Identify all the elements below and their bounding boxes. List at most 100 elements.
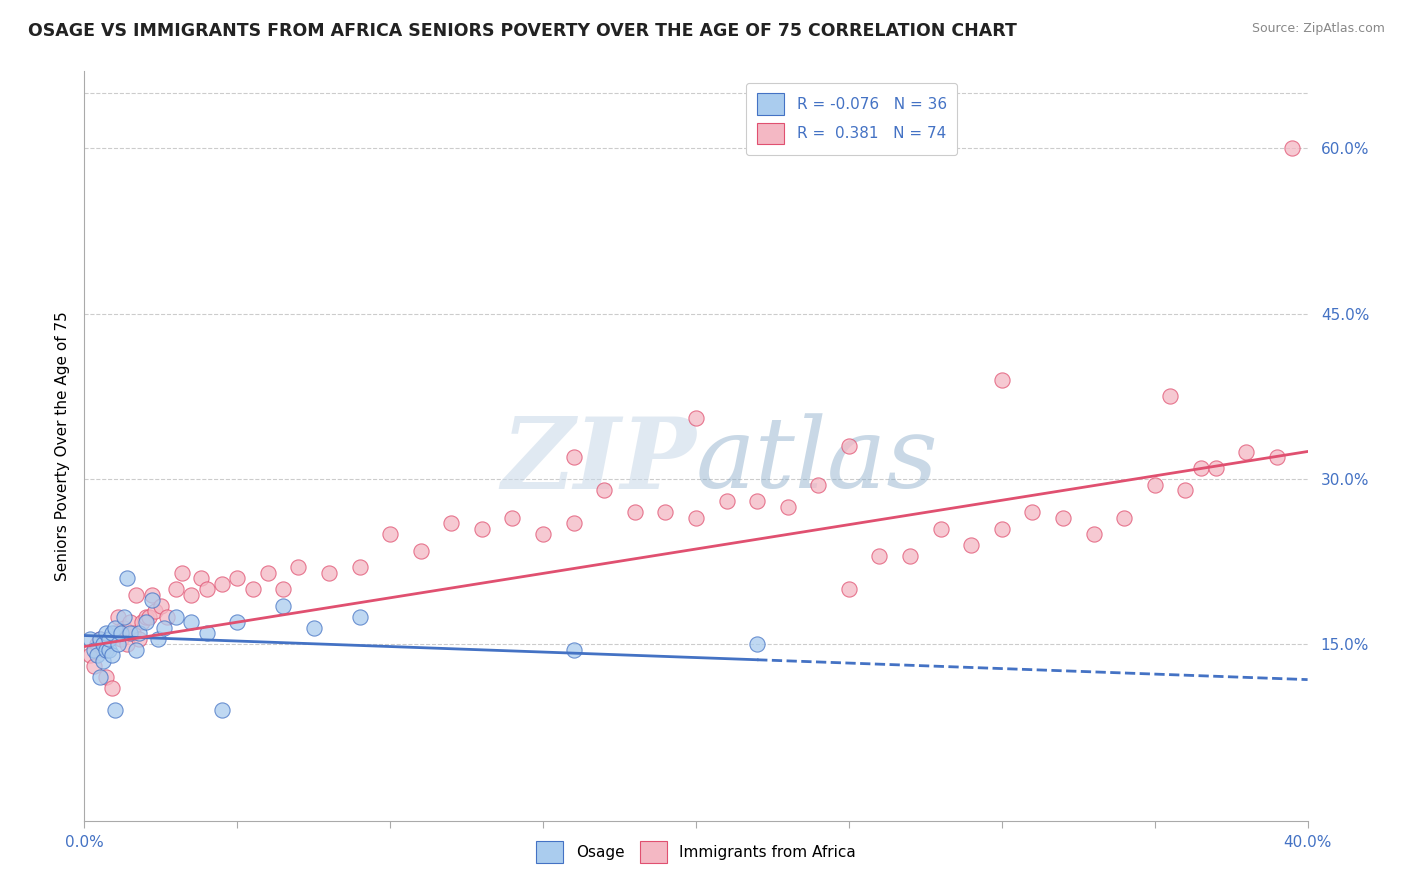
Point [135, 615, 157, 630]
Point [97, 643, 120, 657]
Point [120, 626, 142, 640]
Point [101, 648, 124, 663]
Point [97, 632, 120, 646]
Point [180, 615, 202, 630]
Point [97, 632, 120, 646]
Text: Source: ZipAtlas.com: Source: ZipAtlas.com [1251, 22, 1385, 36]
Point [195, 626, 218, 640]
Point [716, 494, 738, 508]
Point [141, 588, 163, 602]
Point [125, 588, 148, 602]
Point [349, 609, 371, 624]
Point [807, 477, 830, 491]
Point [1205, 461, 1227, 475]
Point [838, 439, 860, 453]
Point [287, 560, 309, 574]
Point [91, 654, 114, 668]
Point [91, 637, 114, 651]
Point [562, 516, 585, 530]
Point [165, 582, 187, 597]
Point [128, 632, 150, 646]
Point [104, 703, 127, 717]
Point [195, 582, 218, 597]
Point [83, 659, 105, 673]
Point [131, 615, 153, 630]
Legend: Osage, Immigrants from Africa: Osage, Immigrants from Africa [530, 835, 862, 869]
Point [153, 621, 176, 635]
Point [502, 510, 524, 524]
Point [242, 582, 264, 597]
Point [1021, 505, 1043, 519]
Point [104, 621, 127, 635]
Point [110, 632, 132, 646]
Point [226, 615, 249, 630]
Point [156, 609, 179, 624]
Point [135, 609, 157, 624]
Point [1281, 141, 1303, 155]
Point [380, 527, 402, 541]
Point [531, 527, 554, 541]
Point [1174, 483, 1197, 497]
Point [776, 500, 799, 514]
Point [86, 637, 108, 651]
Point [104, 626, 127, 640]
Point [94, 670, 117, 684]
Point [991, 373, 1014, 387]
Point [1236, 444, 1258, 458]
Point [991, 522, 1014, 536]
Point [838, 582, 860, 597]
Point [125, 643, 148, 657]
Point [172, 566, 194, 580]
Point [79, 632, 101, 646]
Point [929, 522, 952, 536]
Point [112, 621, 135, 635]
Point [685, 411, 707, 425]
Point [960, 538, 983, 552]
Y-axis label: Seniors Poverty Over the Age of 75: Seniors Poverty Over the Age of 75 [55, 311, 70, 581]
Point [257, 566, 280, 580]
Point [149, 599, 172, 613]
Point [654, 505, 676, 519]
Point [1114, 510, 1136, 524]
Text: OSAGE VS IMMIGRANTS FROM AFRICA SENIORS POVERTY OVER THE AGE OF 75 CORRELATION C: OSAGE VS IMMIGRANTS FROM AFRICA SENIORS … [28, 22, 1017, 40]
Point [562, 450, 585, 464]
Point [190, 571, 212, 585]
Point [94, 643, 117, 657]
Point [747, 637, 769, 651]
Point [685, 510, 707, 524]
Text: ZIP: ZIP [501, 413, 696, 509]
Point [146, 632, 169, 646]
Point [593, 483, 616, 497]
Point [747, 494, 769, 508]
Point [562, 643, 585, 657]
Point [624, 505, 647, 519]
Point [440, 516, 463, 530]
Point [211, 576, 233, 591]
Point [318, 566, 340, 580]
Point [165, 609, 187, 624]
Point [302, 621, 325, 635]
Point [271, 599, 294, 613]
Point [869, 549, 891, 564]
Point [110, 626, 132, 640]
Point [1189, 461, 1212, 475]
Point [271, 582, 294, 597]
Point [107, 609, 129, 624]
Point [112, 609, 135, 624]
Point [471, 522, 494, 536]
Point [180, 588, 202, 602]
Point [83, 643, 105, 657]
Point [898, 549, 921, 564]
Point [89, 670, 111, 684]
Point [120, 615, 142, 630]
Point [89, 632, 111, 646]
Point [128, 626, 150, 640]
Point [1052, 510, 1074, 524]
Point [1143, 477, 1166, 491]
Point [138, 609, 160, 624]
Text: atlas: atlas [696, 413, 939, 508]
Point [226, 571, 249, 585]
Point [122, 626, 145, 640]
Point [141, 593, 163, 607]
Point [86, 648, 108, 663]
